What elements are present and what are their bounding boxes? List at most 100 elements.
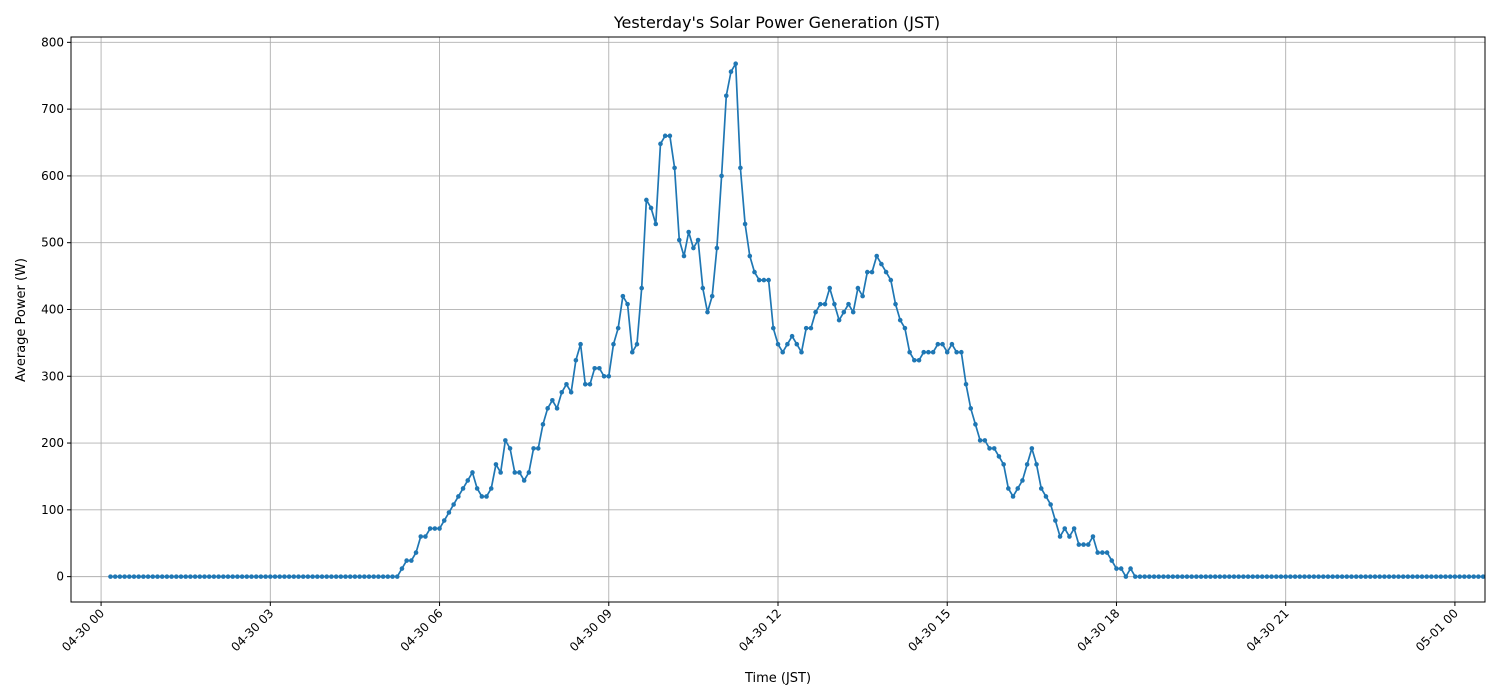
data-point <box>991 446 997 451</box>
data-point <box>1358 574 1364 579</box>
data-point <box>1429 574 1434 579</box>
x-tick-label: 04-30 21 <box>1244 606 1292 654</box>
data-point <box>385 574 391 579</box>
data-point <box>409 558 414 563</box>
y-tick-label: 500 <box>41 236 64 250</box>
x-axis: 04-30 00 04-30 03 04-30 06 04-30 09 04-30 12… <box>59 602 1461 654</box>
data-point <box>771 325 776 331</box>
data-point <box>883 269 889 275</box>
data-point <box>1095 550 1100 555</box>
data-point <box>380 574 386 579</box>
data-point <box>1344 574 1350 579</box>
data-point <box>1147 574 1152 579</box>
data-point <box>1316 574 1321 579</box>
data-point <box>653 221 659 227</box>
data-point <box>333 574 339 579</box>
data-point <box>1377 574 1382 579</box>
x-tick-label: 04-30 03 <box>228 606 276 654</box>
plot-frame <box>70 36 1486 603</box>
data-point <box>738 165 743 171</box>
data-point <box>639 285 644 291</box>
data-point <box>648 205 654 211</box>
data-point <box>756 277 762 283</box>
data-point <box>676 237 682 243</box>
data-point <box>390 574 395 579</box>
data-point <box>949 341 955 347</box>
data-point <box>1114 566 1119 571</box>
data-point <box>1179 574 1185 579</box>
data-point <box>221 574 226 579</box>
data-point <box>1410 574 1415 579</box>
data-point <box>517 470 522 475</box>
data-point <box>1288 574 1293 579</box>
y-tick-label: 0 <box>56 570 64 584</box>
data-point <box>202 574 207 579</box>
data-point <box>296 574 301 579</box>
data-point <box>174 574 179 579</box>
data-point <box>1311 574 1317 579</box>
data-point <box>1100 550 1105 555</box>
data-point <box>1372 574 1378 579</box>
data-point <box>987 446 992 451</box>
data-point <box>1170 574 1176 579</box>
data-point <box>131 574 137 579</box>
data-point <box>1255 574 1260 579</box>
data-point <box>799 349 804 355</box>
data-point <box>912 357 917 363</box>
data-point <box>1109 558 1115 563</box>
data-point <box>112 574 118 579</box>
data-point <box>926 349 931 355</box>
data-point <box>841 309 847 315</box>
data-point <box>559 390 565 395</box>
data-point <box>1090 534 1096 539</box>
data-point <box>1278 574 1284 579</box>
data-point <box>573 357 579 363</box>
data-point <box>1081 542 1086 547</box>
data-point <box>1335 574 1340 579</box>
data-point <box>921 349 927 355</box>
data-point <box>1194 574 1199 579</box>
data-point <box>1236 574 1241 579</box>
data-point <box>188 574 193 579</box>
data-point <box>959 349 964 355</box>
y-tick-label: 300 <box>41 369 64 383</box>
data-point <box>803 325 809 331</box>
data-point <box>686 229 691 235</box>
data-point <box>860 293 865 299</box>
data-point <box>1151 574 1157 579</box>
data-point <box>836 317 842 323</box>
data-point <box>1104 550 1110 555</box>
data-point <box>564 381 569 387</box>
data-point <box>164 574 170 579</box>
data-point <box>902 325 908 331</box>
data-point <box>785 341 790 347</box>
data-point <box>1006 486 1011 491</box>
x-tick-label: 04-30 09 <box>567 606 615 654</box>
data-point <box>1142 574 1147 579</box>
data-point <box>470 470 475 475</box>
data-point <box>761 277 767 283</box>
y-tick-label: 700 <box>41 102 64 116</box>
data-point <box>1231 574 1237 579</box>
data-point <box>865 269 870 275</box>
data-point <box>620 293 626 299</box>
data-point <box>1438 574 1444 579</box>
data-point <box>1457 574 1462 579</box>
data-point <box>893 301 898 307</box>
data-point <box>1053 518 1058 523</box>
data-point <box>169 574 174 579</box>
data-point <box>399 566 405 571</box>
x-tick-label: 04-30 18 <box>1075 606 1123 654</box>
data-point <box>1203 574 1209 579</box>
data-point <box>1259 574 1265 579</box>
data-point <box>1443 574 1448 579</box>
data-point <box>1400 574 1406 579</box>
data-point <box>1217 574 1223 579</box>
data-point <box>1302 574 1307 579</box>
y-tick-label: 600 <box>41 169 64 183</box>
data-point <box>808 325 814 331</box>
data-point <box>437 526 442 531</box>
y-tick-label: 800 <box>41 35 64 49</box>
data-point <box>1386 574 1392 579</box>
data-point <box>930 349 936 355</box>
